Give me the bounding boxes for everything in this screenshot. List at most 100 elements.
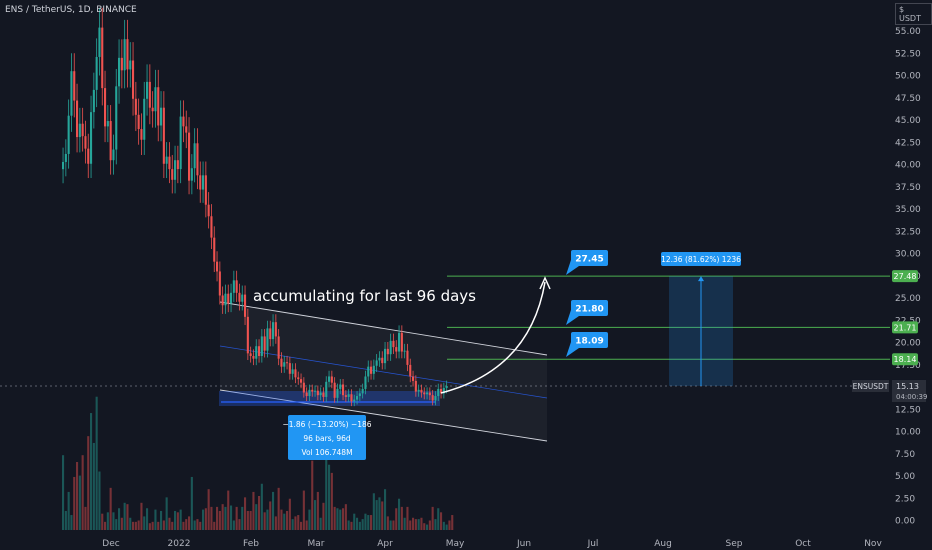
- range-info-box: [288, 415, 366, 460]
- candle-body: [109, 121, 112, 161]
- volume-bar: [171, 521, 174, 530]
- volume-bar: [165, 497, 168, 530]
- volume-bar: [232, 520, 235, 530]
- candle-body: [258, 346, 261, 356]
- volume-bar: [325, 436, 328, 530]
- y-tick-label: 47.50: [895, 94, 921, 104]
- callout-label: 18.09: [575, 337, 603, 347]
- candle-body: [336, 388, 339, 398]
- candle-body: [202, 175, 205, 190]
- y-tick-label: 42.50: [895, 138, 921, 148]
- volume-bar: [174, 510, 177, 530]
- candle-body: [126, 39, 129, 70]
- volume-bar: [95, 396, 98, 530]
- volume-bar: [258, 496, 261, 530]
- candle-body: [199, 175, 202, 190]
- volume-bar: [213, 521, 216, 530]
- candle-body: [165, 156, 168, 164]
- x-tick-label: Mar: [308, 539, 325, 549]
- channel-upper-line: [219, 301, 548, 356]
- x-tick-label: Oct: [795, 539, 811, 549]
- candle-body: [291, 369, 294, 374]
- candle-body: [134, 98, 137, 115]
- y-tick-label: 55.00: [895, 27, 921, 37]
- volume-bar: [445, 524, 448, 530]
- candle-body: [274, 322, 277, 337]
- candle-body: [302, 382, 305, 393]
- volume-bar: [143, 516, 146, 530]
- volume-bar: [305, 520, 308, 530]
- volume-bar: [193, 520, 196, 530]
- volume-bar: [412, 517, 415, 530]
- volume-bar: [246, 510, 249, 530]
- projection-arrow-head: [539, 276, 551, 290]
- volume-bar: [123, 502, 126, 530]
- range-box: [219, 391, 440, 406]
- volume-bar: [199, 521, 202, 530]
- currency-button[interactable]: $ USDT: [895, 3, 932, 25]
- candle-body: [64, 153, 67, 162]
- volume-bar: [288, 498, 291, 530]
- candle-body: [367, 366, 370, 377]
- volume-bar: [168, 517, 171, 530]
- y-tick-label: 25.00: [895, 294, 921, 304]
- volume-bar: [339, 509, 342, 530]
- symbol-tag-label: ENSUSDT: [853, 382, 889, 391]
- candle-body: [434, 396, 437, 401]
- volume-bar: [263, 512, 266, 530]
- volume-bar: [249, 510, 252, 530]
- candle-body: [392, 340, 395, 348]
- candle-body: [305, 392, 308, 397]
- volume-bar: [417, 519, 420, 530]
- volume-bar: [157, 521, 160, 530]
- candle-body: [288, 363, 291, 374]
- volume-bar: [358, 521, 361, 530]
- accumulation-annotation: accumulating for last 96 days: [253, 287, 476, 305]
- volume-bar: [266, 509, 269, 530]
- symbol-title-text: ENS / TetherUS, 1D, BINANCE: [5, 5, 137, 15]
- candle-body: [347, 394, 350, 397]
- candle-body: [140, 129, 143, 140]
- volume-bar: [185, 519, 188, 530]
- volume-bar: [350, 521, 353, 530]
- candle-body: [370, 366, 373, 374]
- volume-bar: [434, 519, 437, 530]
- candle-body: [319, 392, 322, 396]
- volume-bar: [67, 491, 70, 530]
- volume-bar: [269, 501, 272, 530]
- callout-box: [571, 300, 608, 316]
- candle-body: [395, 347, 398, 352]
- volume-bar: [216, 506, 219, 530]
- candle-body: [84, 136, 87, 149]
- volume-bar: [403, 517, 406, 530]
- volume-bar: [104, 521, 107, 530]
- y-tick-label: 45.00: [895, 116, 921, 126]
- candle-body: [154, 87, 157, 112]
- callout-box: [571, 250, 608, 266]
- candle-body: [193, 143, 196, 169]
- volume-bar: [73, 476, 76, 530]
- candle-body: [325, 381, 328, 397]
- volume-bar: [182, 521, 185, 530]
- candle-body: [118, 57, 121, 87]
- volume-bar: [255, 504, 258, 530]
- volume-bar: [381, 501, 384, 530]
- volume-bar: [347, 520, 350, 530]
- candle-body: [171, 169, 174, 180]
- volume-bar: [238, 519, 241, 530]
- candle-body: [218, 271, 221, 296]
- last-price-label: 15.13: [896, 382, 919, 391]
- candle-body: [269, 328, 272, 340]
- volume-bar: [218, 510, 221, 530]
- candle-body: [188, 132, 191, 181]
- volume-bar: [420, 517, 423, 530]
- volume-bar: [440, 512, 443, 530]
- volume-bar: [451, 515, 454, 530]
- candle-body: [73, 71, 76, 101]
- volume-bar: [370, 515, 373, 530]
- volume-bar: [300, 521, 303, 530]
- volume-bar: [241, 506, 244, 530]
- volume-bar: [151, 521, 154, 530]
- volume-bar: [319, 517, 322, 530]
